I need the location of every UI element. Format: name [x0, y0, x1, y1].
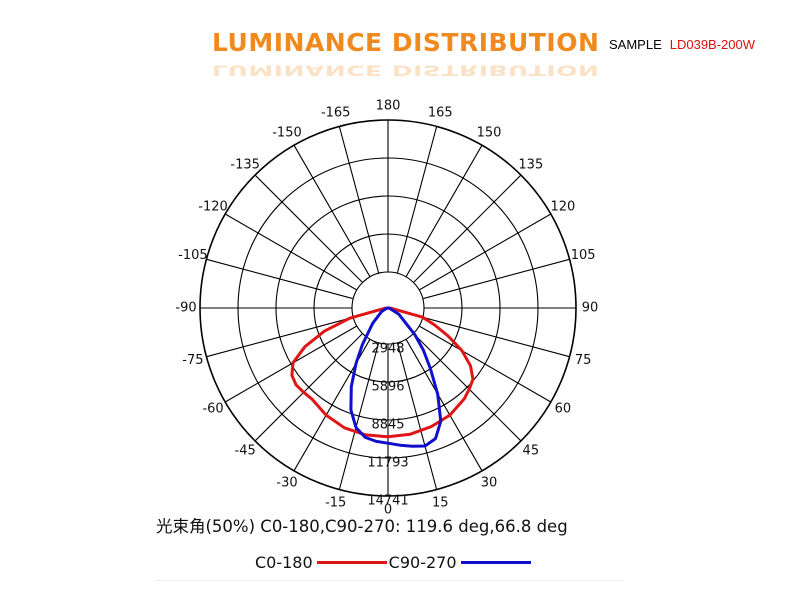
sample-info: SAMPLE LD039B-200W: [609, 37, 755, 52]
sample-model: LD039B-200W: [669, 37, 756, 52]
grid-spoke-17: [224, 325, 358, 403]
beam-angle-text: 光束角(50%) C0-180,C90-270: 119.6 deg,66.8 …: [156, 517, 568, 536]
grid-spoke-23: [293, 144, 371, 278]
chart-title: LUMINANCE DISTRIBUTION: [212, 28, 600, 57]
angle-label-135: 135: [518, 158, 543, 173]
angle-label--105: -105: [178, 248, 208, 263]
angle-label-15: 15: [432, 496, 449, 511]
legend: C0-180 C90-270: [255, 550, 533, 574]
radial-tick-label-3: 8845: [371, 418, 404, 433]
angle-label-150: 150: [477, 126, 502, 141]
grid-spoke-6: [422, 258, 570, 300]
angle-label-45: 45: [523, 443, 540, 458]
grid-spoke-3: [405, 144, 483, 278]
radial-tick-label-1: 2948: [371, 342, 404, 357]
angle-label--135: -135: [230, 158, 260, 173]
legend-line-c0-180: [316, 560, 387, 564]
angle-label--150: -150: [272, 126, 302, 141]
grid-spoke-5: [418, 213, 552, 291]
grid-spoke-10: [413, 333, 522, 442]
angle-label-0: 0: [384, 503, 392, 518]
grid-spoke-22: [254, 174, 363, 283]
grid-spoke-4: [413, 174, 522, 283]
angle-label--15: -15: [325, 496, 346, 511]
radial-tick-label-5: 14741: [367, 494, 408, 509]
grid-spoke-21: [224, 213, 358, 291]
angle-label-60: 60: [555, 402, 572, 417]
angle-label-90: 90: [582, 301, 599, 316]
angle-label--75: -75: [182, 353, 203, 368]
angle-label-75: 75: [575, 353, 592, 368]
chart-title-block: LUMINANCE DISTRIBUTION LUMINANCE DISTRIB…: [212, 28, 599, 88]
legend-label-c90-270: C90-270: [388, 552, 457, 572]
grid-spoke-12: [396, 342, 438, 490]
angle-label--165: -165: [321, 105, 351, 120]
angle-label-180: 180: [376, 99, 401, 114]
angle-label--45: -45: [235, 443, 256, 458]
series-curve-c90-270: [349, 306, 443, 448]
angle-label--60: -60: [202, 402, 223, 417]
grid-spoke-9: [418, 325, 552, 403]
legend-line-c90-270: [460, 560, 531, 564]
grid-spoke-11: [405, 338, 483, 472]
angle-label--90: -90: [175, 301, 196, 316]
grid-spoke-16: [254, 333, 363, 442]
angle-label-165: 165: [428, 105, 453, 120]
bottom-divider: [155, 580, 625, 581]
series-curve-c0-180: [290, 306, 475, 439]
angle-label--30: -30: [276, 475, 297, 490]
angle-label-120: 120: [551, 200, 576, 215]
grid-spoke-18: [206, 316, 354, 358]
sample-label: SAMPLE: [609, 37, 662, 52]
grid-spoke-8: [422, 316, 570, 358]
grid-spoke-14: [338, 342, 380, 490]
radial-tick-label-2: 5896: [371, 380, 404, 395]
angle-label-30: 30: [481, 475, 498, 490]
angle-label--120: -120: [198, 200, 228, 215]
grid-spoke-24: [338, 126, 380, 274]
legend-label-c0-180: C0-180: [255, 552, 313, 572]
grid-spoke-20: [206, 258, 354, 300]
grid-spoke-2: [396, 126, 438, 274]
radial-tick-label-4: 11793: [367, 456, 408, 471]
angle-label-105: 105: [571, 248, 596, 263]
